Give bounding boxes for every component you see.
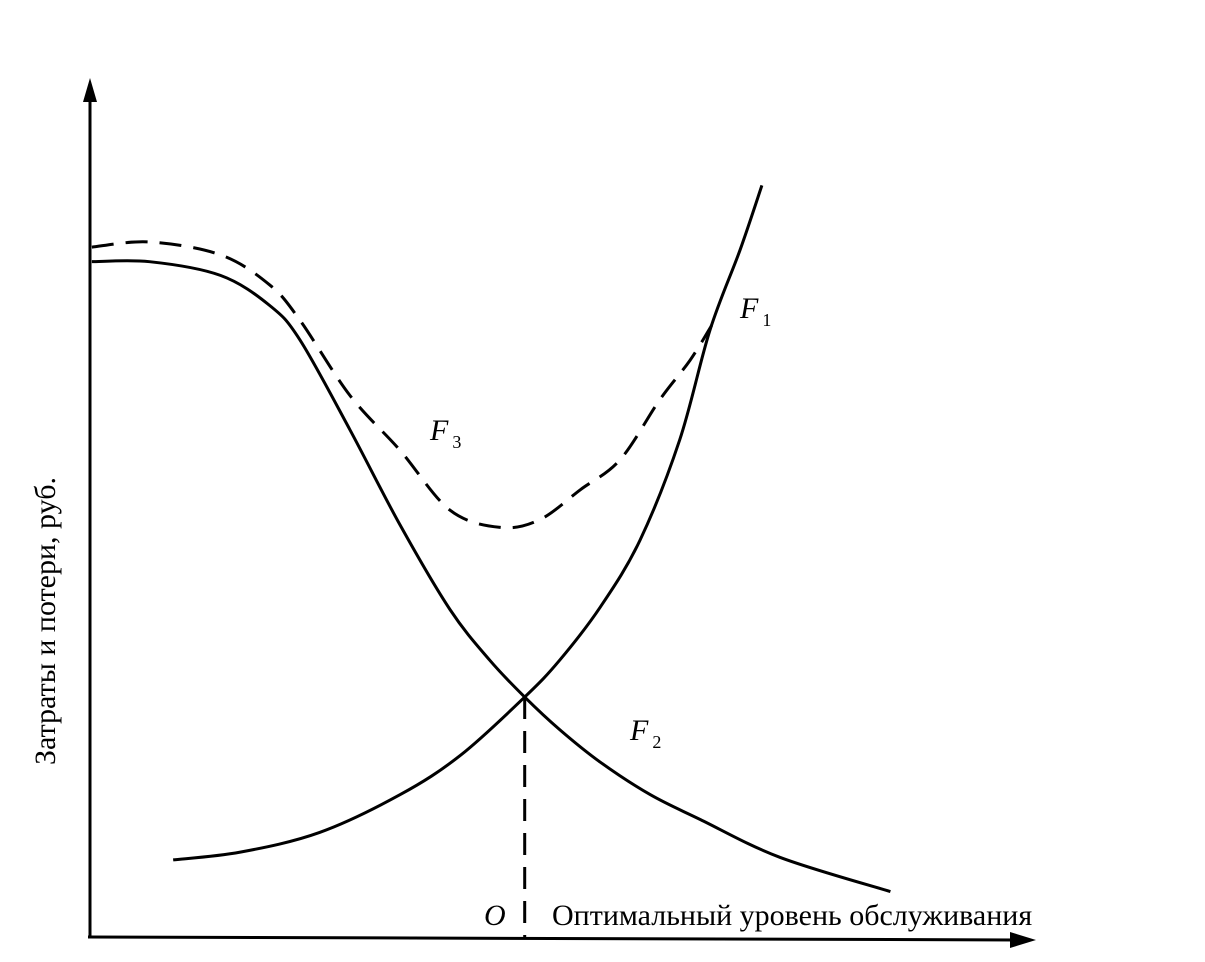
series-line-f1: [172, 184, 764, 862]
axes: [83, 78, 1036, 948]
y-axis-arrow: [83, 78, 97, 102]
series-line-f2: [91, 259, 891, 894]
x-axis-arrow: [1010, 932, 1036, 948]
series-line-f3: [91, 240, 714, 530]
y-axis-label: Затраты и потери, руб.: [29, 477, 62, 765]
x-axis-label: Оптимальный уровень обслуживания: [552, 899, 1032, 932]
optimum-label: O: [484, 899, 506, 932]
x-axis: [87, 935, 1031, 942]
